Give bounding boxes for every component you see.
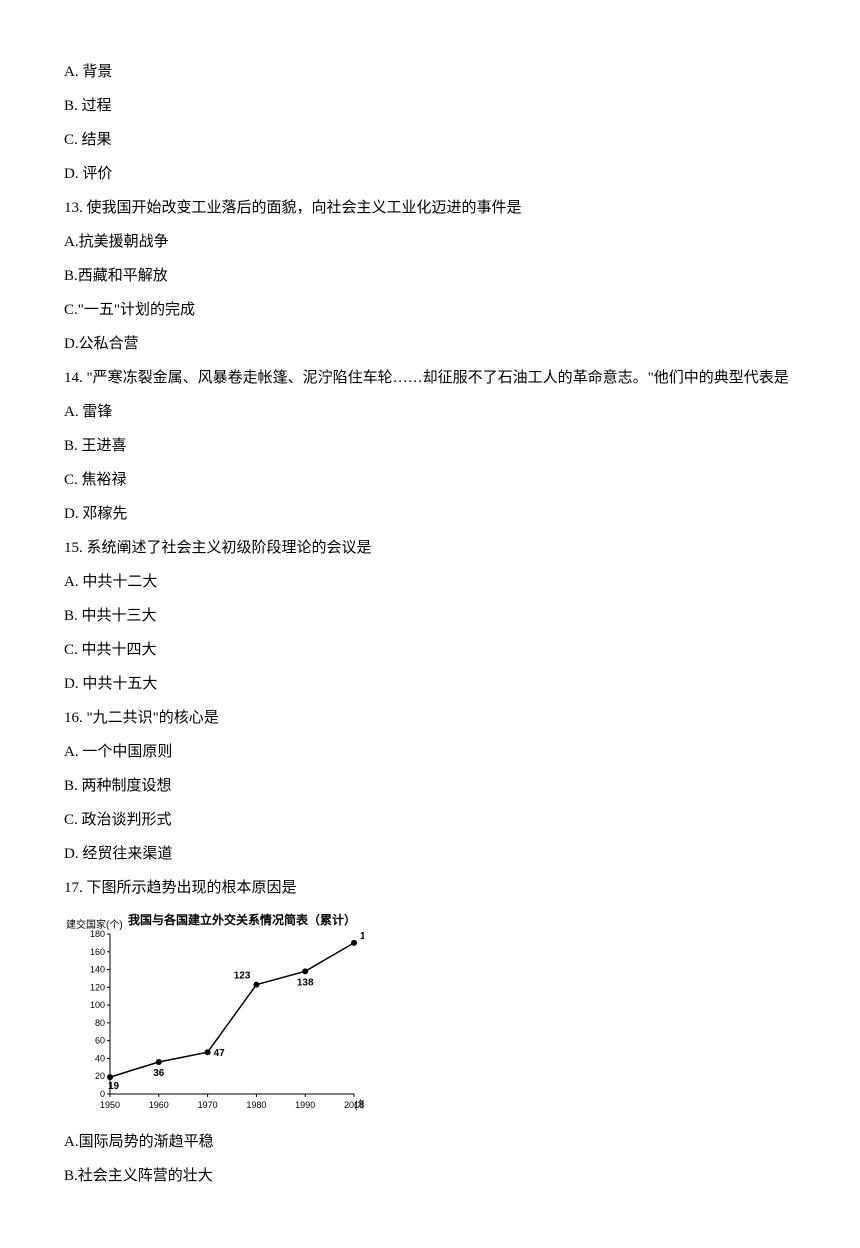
svg-text:0: 0 (100, 1089, 105, 1099)
q14-option-a: A. 雷锋 (64, 400, 796, 424)
q12-option-a: A. 背景 (64, 60, 796, 84)
svg-text:19: 19 (108, 1081, 120, 1092)
q13-option-c: C."一五"计划的完成 (64, 298, 796, 322)
q12-option-c: C. 结果 (64, 128, 796, 152)
svg-text:1950: 1950 (100, 1100, 120, 1110)
q17-stem: 17. 下图所示趋势出现的根本原因是 (64, 876, 796, 900)
q14-stem: 14. "严寒冻裂金属、风暴卷走帐篷、泥泞陷住车轮……却征服不了石油工人的革命意… (64, 366, 796, 390)
q17-option-a: A.国际局势的渐趋平稳 (64, 1130, 796, 1154)
q12-option-b: B. 过程 (64, 94, 796, 118)
svg-text:120: 120 (90, 982, 105, 992)
q13-stem: 13. 使我国开始改变工业落后的面貌，向社会主义工业化迈进的事件是 (64, 196, 796, 220)
svg-text:47: 47 (214, 1048, 226, 1059)
svg-text:1990: 1990 (295, 1100, 315, 1110)
q12-option-d: D. 评价 (64, 162, 796, 186)
svg-text:180: 180 (90, 929, 105, 939)
svg-text:140: 140 (90, 965, 105, 975)
svg-text:100: 100 (90, 1000, 105, 1010)
q16-option-c: C. 政治谈判形式 (64, 808, 796, 832)
q15-option-c: C. 中共十四大 (64, 638, 796, 662)
svg-text:我国与各国建立外交关系情况简表（累计）: 我国与各国建立外交关系情况简表（累计） (128, 912, 356, 927)
q13-option-b: B.西藏和平解放 (64, 264, 796, 288)
q13-option-a: A.抗美援朝战争 (64, 230, 796, 254)
svg-text:80: 80 (95, 1018, 105, 1028)
svg-text:1960: 1960 (149, 1100, 169, 1110)
svg-text:36: 36 (153, 1068, 165, 1079)
chart-svg: 我国与各国建立外交关系情况简表（累计）建交国家(个)02040608010012… (64, 910, 364, 1120)
diplomatic-relations-chart: 我国与各国建立外交关系情况简表（累计）建交国家(个)02040608010012… (64, 910, 364, 1120)
svg-text:123: 123 (234, 971, 251, 982)
q14-option-c: C. 焦裕禄 (64, 468, 796, 492)
svg-text:40: 40 (95, 1053, 105, 1063)
svg-text:138: 138 (297, 977, 314, 988)
q15-option-a: A. 中共十二大 (64, 570, 796, 594)
svg-text:(年): (年) (354, 1098, 364, 1111)
svg-text:20: 20 (95, 1071, 105, 1081)
svg-text:1970: 1970 (198, 1100, 218, 1110)
svg-text:160: 160 (90, 947, 105, 957)
q14-option-b: B. 王进喜 (64, 434, 796, 458)
svg-text:60: 60 (95, 1036, 105, 1046)
q15-option-b: B. 中共十三大 (64, 604, 796, 628)
q16-option-d: D. 经贸往来渠道 (64, 842, 796, 866)
q15-stem: 15. 系统阐述了社会主义初级阶段理论的会议是 (64, 536, 796, 560)
q13-option-d: D.公私合营 (64, 332, 796, 356)
q17-option-b: B.社会主义阵营的壮大 (64, 1164, 796, 1188)
q16-option-b: B. 两种制度设想 (64, 774, 796, 798)
q16-stem: 16. "九二共识"的核心是 (64, 706, 796, 730)
q16-option-a: A. 一个中国原则 (64, 740, 796, 764)
q14-option-d: D. 邓稼先 (64, 502, 796, 526)
q15-option-d: D. 中共十五大 (64, 672, 796, 696)
svg-text:170: 170 (360, 931, 364, 942)
svg-text:1980: 1980 (246, 1100, 266, 1110)
